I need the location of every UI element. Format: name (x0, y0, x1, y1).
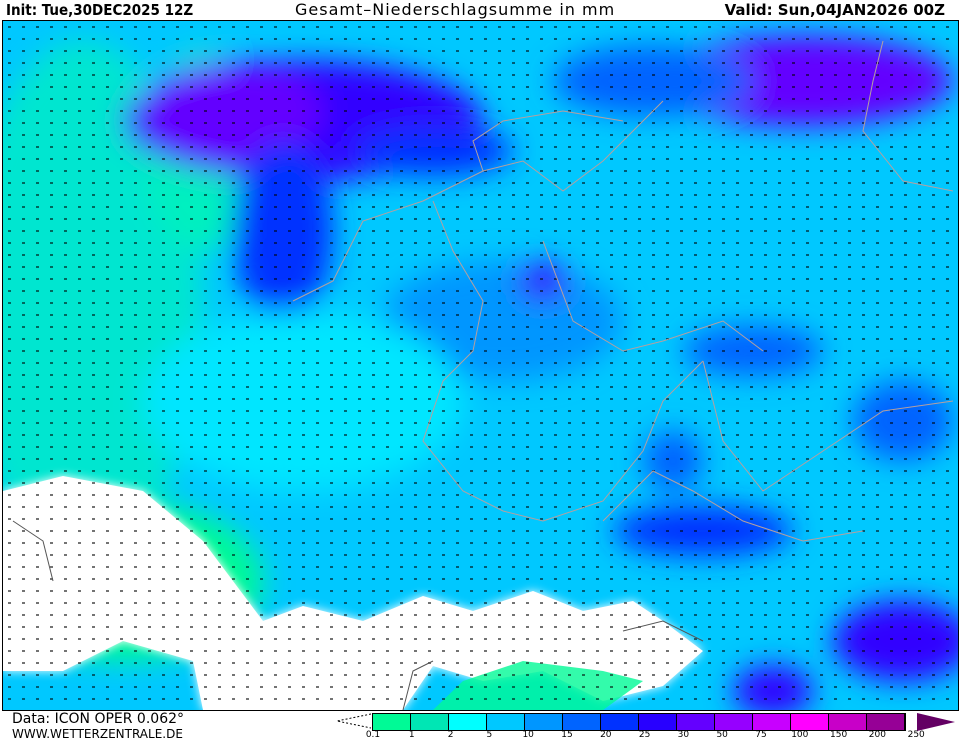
legend-tick-label: 200 (868, 730, 886, 740)
legend-tick-label: 250 (907, 730, 925, 740)
data-source: Data: ICON OPER 0.062° (12, 711, 185, 727)
legend-swatch (601, 714, 639, 730)
legend-swatch (525, 714, 563, 730)
precipitation-field (3, 21, 958, 710)
legend-swatch (753, 714, 791, 730)
legend-below-threshold-icon (337, 713, 371, 729)
website-link[interactable]: WWW.WETTERZENTRALE.DE (12, 727, 183, 741)
map-title: Gesamt–Niederschlagsumme in mm (295, 0, 616, 19)
legend-tick-label: 75 (755, 730, 767, 740)
color-legend (372, 713, 906, 731)
legend-swatch (677, 714, 715, 730)
legend-swatch (563, 714, 601, 730)
legend-tick-label: 10 (522, 730, 534, 740)
legend-swatch (639, 714, 677, 730)
legend-tick-label: 5 (486, 730, 493, 740)
country-borders (292, 40, 954, 542)
legend-tick-label: 30 (677, 730, 690, 740)
legend-tick-label: 150 (830, 730, 848, 740)
legend-swatch (373, 714, 411, 730)
valid-time: Valid: Sun,04JAN2026 00Z (724, 1, 945, 19)
legend-tick-label: 20 (600, 730, 612, 740)
legend-tick-label: 100 (791, 730, 809, 740)
legend-swatch (829, 714, 867, 730)
legend-swatch (715, 714, 753, 730)
init-time: Init: Tue,30DEC2025 12Z (6, 1, 194, 19)
legend-swatch (449, 714, 487, 730)
legend-swatch (487, 714, 525, 730)
legend-tick-label: 15 (561, 730, 573, 740)
legend-tick-label: 25 (638, 730, 651, 740)
legend-tick-label: 2 (447, 730, 454, 740)
legend-tick-label: 1 (408, 730, 415, 740)
legend-swatch (791, 714, 829, 730)
legend-swatch (411, 714, 449, 730)
legend-tick-label: 0.1 (365, 730, 381, 740)
legend-overflow-arrow (917, 713, 955, 731)
legend-swatch (867, 714, 905, 730)
precipitation-map (2, 20, 959, 711)
legend-tick-label: 50 (716, 730, 728, 740)
